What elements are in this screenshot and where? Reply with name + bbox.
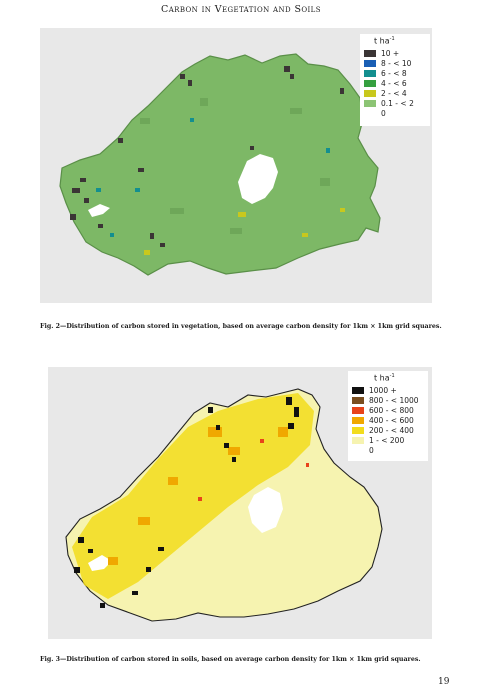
legend-item: 0 [352, 446, 374, 455]
dark-carbon-patches [70, 66, 344, 247]
black-soil-patches [74, 397, 299, 608]
figure-3-caption: Fig. 3—Distribution of carbon stored in … [40, 656, 421, 663]
lough-neagh [248, 487, 283, 533]
lough-neagh [238, 154, 278, 204]
lough-erne [88, 204, 110, 217]
legend-title: t ha-1 [374, 373, 395, 383]
legend-item: 200 - < 400 [352, 426, 414, 435]
western-yellow-region [72, 393, 314, 599]
legend-item: 1000 + [352, 386, 397, 395]
orange-soil-patches [108, 427, 288, 565]
yellow-carbon-patches [144, 208, 345, 255]
vegetation-texture [140, 98, 330, 234]
legend-item: 6 - < 8 [364, 69, 407, 78]
lough-erne [88, 555, 112, 571]
vegetation-legend: t ha-1 10 + 8 - < 10 6 - < 8 4 - < 6 2 -… [360, 34, 430, 126]
page-number: 19 [438, 677, 450, 687]
vegetation-carbon-map: t ha-1 10 + 8 - < 10 6 - < 8 4 - < 6 2 -… [40, 28, 432, 303]
legend-item: 10 + [364, 49, 399, 58]
legend-item: 0.1 - < 2 [364, 99, 414, 108]
legend-item: 800 - < 1000 [352, 396, 419, 405]
running-header: Carbon in Vegetation and Soils [161, 4, 321, 15]
legend-title: t ha-1 [374, 36, 395, 46]
figure-2-caption: Fig. 2—Distribution of carbon stored in … [40, 323, 442, 330]
legend-item: 4 - < 6 [364, 79, 407, 88]
northern-ireland-outline [59, 53, 381, 276]
legend-item: 8 - < 10 [364, 59, 411, 68]
legend-item: 2 - < 4 [364, 89, 407, 98]
teal-carbon-patches [96, 118, 330, 237]
legend-item: 0 [364, 109, 386, 118]
legend-item: 400 - < 600 [352, 416, 414, 425]
red-soil-patches [198, 439, 309, 501]
soil-legend: t ha-1 1000 + 800 - < 1000 600 - < 800 4… [348, 371, 428, 461]
legend-item: 600 - < 800 [352, 406, 414, 415]
soil-carbon-map: t ha-1 1000 + 800 - < 1000 600 - < 800 4… [48, 367, 432, 639]
legend-item: 1 - < 200 [352, 436, 404, 445]
